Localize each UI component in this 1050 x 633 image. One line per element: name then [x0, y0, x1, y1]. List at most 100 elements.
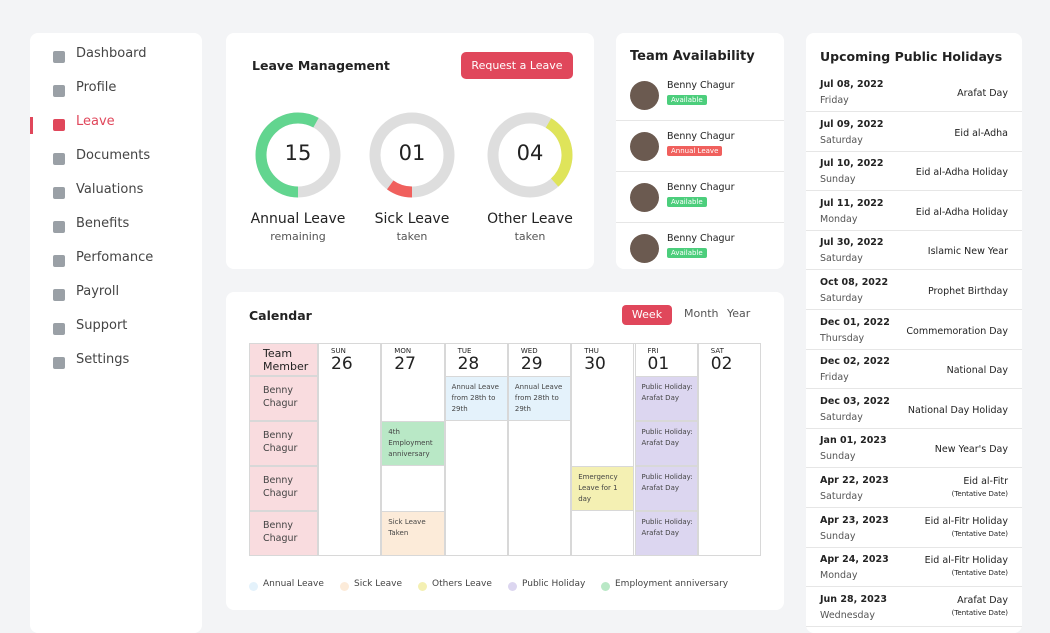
event-text: Public Holiday: Arafat Day — [641, 428, 693, 447]
view-tab[interactable]: Month — [684, 307, 719, 320]
nav-icon — [53, 85, 65, 97]
row-name: Benny Chagur — [263, 520, 298, 544]
row-cell — [249, 421, 318, 466]
nav-item[interactable]: Leave — [76, 114, 115, 129]
event-text: Public Holiday: Arafat Day — [641, 518, 693, 537]
legend-dot — [418, 582, 427, 591]
row-name: Benny Chagur — [263, 475, 298, 499]
holiday-date: Jul 11, 2022 — [820, 197, 884, 209]
gauge — [369, 112, 455, 198]
event-text: Annual Leave from 28th to 29th — [451, 383, 499, 413]
holiday-date: Jul 30, 2022 — [820, 237, 884, 249]
holiday-day: Friday — [820, 372, 849, 384]
event-cell — [571, 466, 635, 511]
status-badge: Available — [667, 248, 707, 258]
nav-item[interactable]: Profile — [76, 80, 117, 95]
sidebar: Dashboard Profile Leave Documents Valuations… — [30, 33, 202, 633]
legend-dot — [601, 582, 610, 591]
gauge-arc — [255, 112, 341, 198]
day-dow: SUN — [331, 347, 346, 355]
row-cell — [249, 511, 318, 556]
day-num: 28 — [457, 354, 480, 374]
nav-icon — [53, 323, 65, 335]
event-cell — [634, 466, 698, 511]
header-cell — [249, 343, 318, 376]
nav-item[interactable]: Documents — [76, 148, 151, 163]
day-num: 27 — [394, 354, 416, 374]
nav-item[interactable]: Valuations — [76, 182, 144, 197]
row-name: Benny Chagur — [263, 430, 298, 454]
nav-item[interactable]: Payroll — [76, 284, 120, 299]
row-cell — [249, 466, 318, 511]
nav-item[interactable]: Settings — [76, 352, 130, 367]
holiday-day: Saturday — [820, 293, 863, 304]
holiday-day: Sunday — [820, 530, 856, 542]
event-text: Annual Leave from 28th to 29th — [514, 383, 563, 413]
day-dow: FRI — [647, 347, 659, 355]
gauge-arc — [487, 112, 573, 198]
divider — [806, 229, 1022, 231]
event-cell — [634, 421, 698, 466]
divider — [806, 348, 1022, 350]
avatar — [630, 81, 659, 110]
holiday-date: Dec 01, 2022 — [820, 316, 890, 328]
holiday-date: Jul 08, 2022 — [820, 79, 884, 90]
holiday-date: Apr 24, 2023 — [820, 554, 889, 566]
holiday-date: Jun 28, 2023 — [820, 593, 887, 605]
holiday-date: Dec 03, 2022 — [820, 395, 890, 407]
panel-title: Calendar — [249, 308, 312, 323]
gauge — [487, 112, 573, 198]
divider — [616, 222, 784, 223]
avatar — [630, 234, 659, 263]
nav-item[interactable]: Benefits — [76, 216, 130, 231]
gauge-value: 01 — [398, 141, 426, 165]
holiday-day: Sunday — [820, 174, 856, 186]
day-dow: MON — [394, 347, 412, 355]
holiday-day: Monday — [820, 570, 858, 582]
legend-label: Public Holiday — [522, 579, 586, 589]
event-cell — [634, 511, 698, 556]
holiday-name: Arafat Day — [957, 594, 1008, 606]
status-badge: Available — [667, 197, 707, 207]
panel-title: Team Availability — [630, 49, 755, 64]
gauge-label: Annual Leave — [250, 211, 346, 227]
divider — [806, 546, 1022, 548]
divider — [806, 150, 1022, 152]
divider — [616, 171, 784, 172]
gauge-sub: taken — [514, 230, 546, 243]
nav-item[interactable]: Dashboard — [76, 46, 147, 61]
avatar — [630, 183, 659, 212]
day-dow: SAT — [710, 347, 724, 355]
holiday-date: Oct 08, 2022 — [820, 277, 889, 288]
holiday-name: Islamic New Year — [927, 246, 1008, 258]
event-cell — [381, 421, 445, 466]
holiday-name: Eid al-Fitr Holiday — [924, 515, 1008, 527]
view-tab[interactable]: Week — [622, 305, 672, 325]
legend-label: Annual Leave — [263, 579, 324, 589]
day-cell — [444, 343, 508, 556]
day-dow: WED — [520, 347, 538, 355]
divider — [806, 467, 1022, 469]
legend-label: Employment anniversary — [615, 579, 729, 589]
view-tab[interactable]: Year — [727, 307, 751, 320]
holiday-name: Arafat Day — [957, 88, 1008, 99]
nav-icon — [53, 187, 65, 199]
member-name: Benny Chagur — [667, 233, 735, 244]
event-cell — [444, 376, 508, 421]
event-text: Public Holiday: Arafat Day — [641, 473, 693, 492]
calendar-panel: Calendar Week Month Year Team Member SUN 26 MON… — [226, 292, 784, 610]
nav-item[interactable]: Support — [76, 318, 128, 333]
holiday-date: Apr 22, 2023 — [820, 475, 889, 486]
holiday-name: Eid al-Adha Holiday — [915, 167, 1008, 179]
nav-icon — [53, 221, 65, 233]
status-badge: Annual Leave — [667, 146, 723, 156]
divider — [616, 120, 784, 121]
nav-item[interactable]: Perfomance — [76, 250, 154, 265]
holiday-date: Jul 10, 2022 — [820, 158, 884, 170]
gauge-value: 15 — [284, 141, 312, 165]
request-button[interactable]: Request a Leave — [461, 52, 573, 79]
panel-title: Leave Management — [252, 58, 390, 73]
day-cell — [697, 343, 762, 556]
divider — [806, 427, 1022, 429]
